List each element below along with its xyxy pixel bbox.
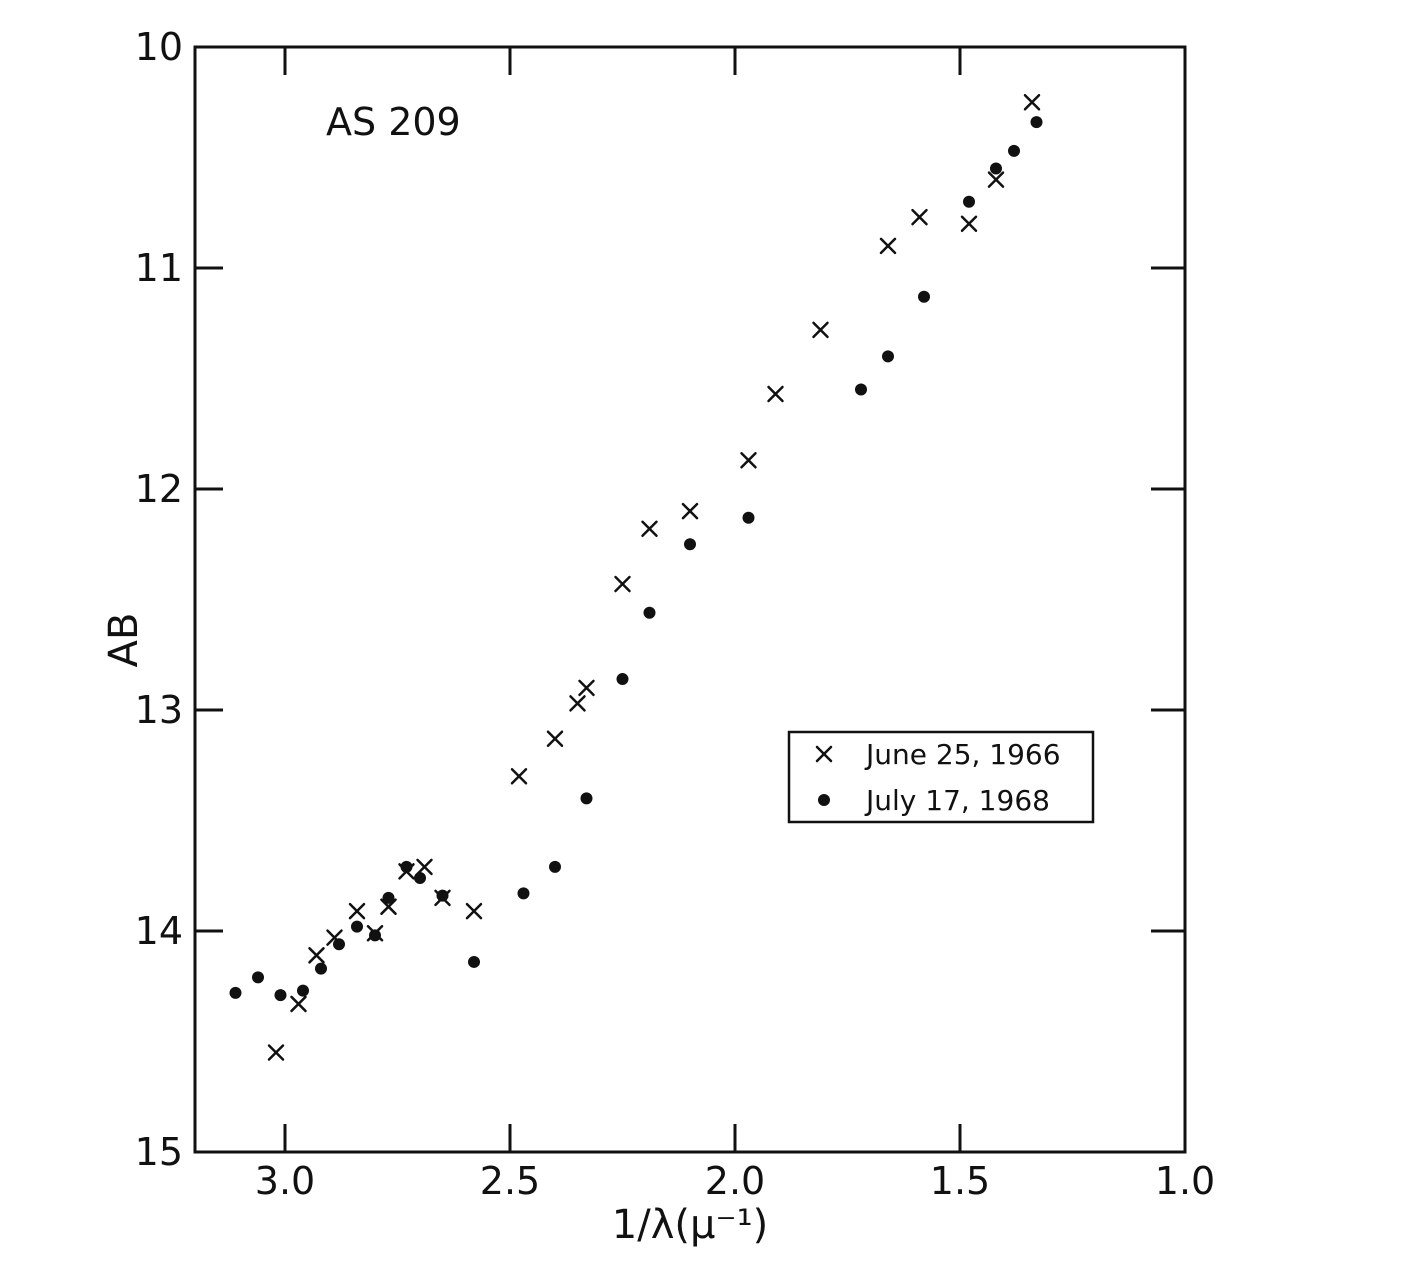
data-point-dot <box>963 195 975 208</box>
data-point-x <box>960 215 978 233</box>
data-point-x <box>465 902 483 920</box>
data-point-x <box>767 385 784 403</box>
panel-label: AS 209 <box>326 100 461 144</box>
legend-marker-july <box>818 794 830 806</box>
data-point-dot <box>274 989 287 1002</box>
y-tick-label: 12 <box>135 467 183 511</box>
data-point-dot <box>549 860 561 873</box>
data-point-x <box>1023 94 1041 111</box>
data-point-dot <box>436 889 449 902</box>
data-point-dot <box>414 871 426 884</box>
legend-label-june: June 25, 1966 <box>864 738 1061 771</box>
x-tick-label: 1.5 <box>930 1159 990 1203</box>
y-tick-label: 10 <box>135 25 183 69</box>
data-point-x <box>416 858 433 876</box>
legend-label-july: July 17, 1968 <box>864 784 1050 817</box>
data-point-dot <box>1030 116 1043 129</box>
plot-frame <box>193 45 1187 1154</box>
x-tick-label: 2.0 <box>705 1159 765 1203</box>
data-point-dot <box>684 538 696 551</box>
data-point-dot <box>855 383 867 396</box>
data-marks <box>229 94 1043 1061</box>
data-point-dot <box>468 955 480 968</box>
data-point-x <box>348 902 366 920</box>
y-tick-label: 11 <box>135 246 183 290</box>
x-tick-label: 3.0 <box>255 1159 315 1203</box>
data-point-dot <box>643 606 656 619</box>
data-point-dot <box>742 511 755 524</box>
x-axis-title: 1/λ(μ⁻¹) <box>612 1202 768 1248</box>
data-point-x <box>578 679 595 697</box>
data-point-dot <box>616 673 629 686</box>
data-point-x <box>681 502 699 520</box>
data-point-x <box>641 520 658 538</box>
data-point-x <box>911 208 928 226</box>
data-point-x <box>614 575 631 593</box>
y-tick-label: 13 <box>135 688 183 732</box>
x-tick-label: 1.0 <box>1155 1159 1215 1203</box>
data-point-dot <box>400 860 413 873</box>
data-point-x <box>569 695 586 712</box>
data-point-dot <box>315 962 327 975</box>
data-point-dot <box>297 984 309 997</box>
data-point-x <box>879 237 897 255</box>
data-point-dot <box>990 162 1002 175</box>
data-point-dot <box>918 290 930 303</box>
data-point-x <box>987 171 1005 188</box>
legend-box <box>787 730 1095 824</box>
data-point-x <box>308 947 325 964</box>
data-point-x <box>546 730 564 747</box>
data-point-dot <box>1008 144 1020 157</box>
data-point-dot <box>333 938 345 951</box>
data-point-dot <box>382 891 395 904</box>
data-point-dot <box>580 792 593 805</box>
legend-marker-june <box>815 745 833 763</box>
x-tick-label: 2.5 <box>480 1159 540 1203</box>
axis-ticks <box>195 45 1187 1154</box>
y-axis-title: AB <box>101 613 147 668</box>
legend: June 25, 1966 July 17, 1968 <box>787 730 1095 824</box>
data-point-dot <box>229 986 242 999</box>
data-point-x <box>380 898 397 915</box>
data-point-x <box>267 1044 285 1061</box>
data-point-dot <box>252 971 264 984</box>
data-point-x <box>510 768 528 785</box>
data-point-x <box>812 321 829 339</box>
data-point-x <box>290 995 307 1013</box>
y-tick-label: 14 <box>135 909 183 953</box>
y-tick-label: 15 <box>135 1130 183 1174</box>
data-point-dot <box>882 350 894 363</box>
axis-tick-labels: 3.0 2.5 2.0 1.5 1.0 10 11 12 13 14 15 <box>135 25 1216 1203</box>
data-point-dot <box>351 920 363 933</box>
data-point-dot <box>369 929 381 942</box>
data-point-x <box>740 452 757 469</box>
data-point-dot <box>517 887 530 900</box>
